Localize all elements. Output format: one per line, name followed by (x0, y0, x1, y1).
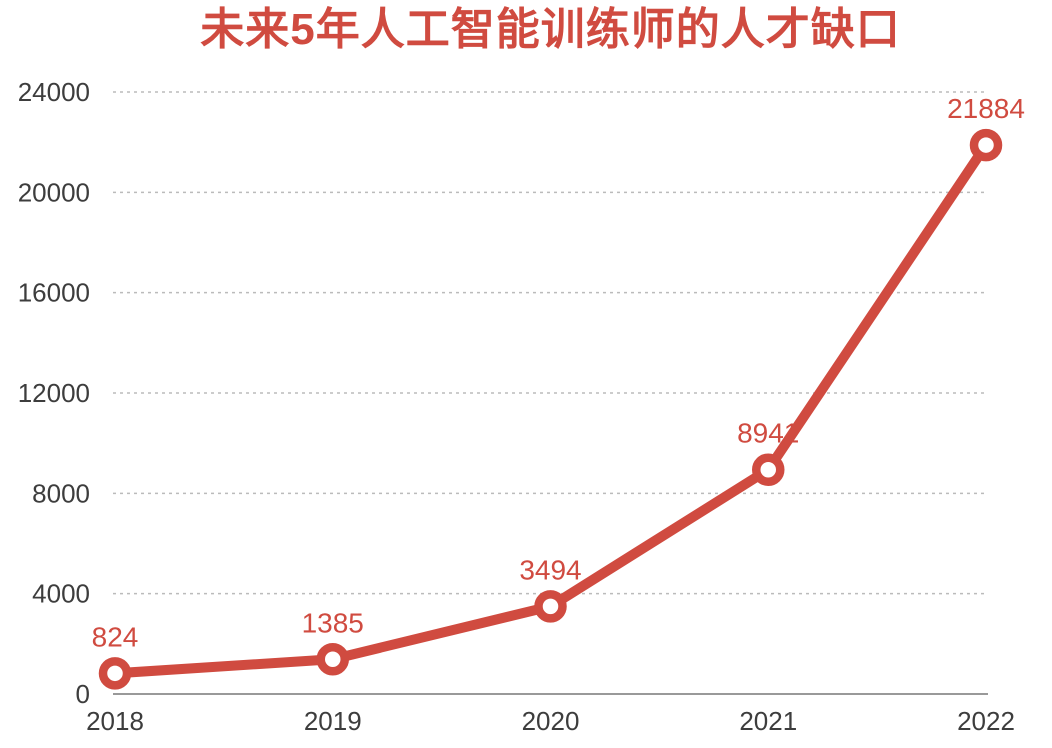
data-point-marker-2018 (98, 657, 132, 690)
y-tick-label-20000: 20000 (18, 177, 90, 207)
point-label-2020: 3494 (519, 554, 581, 585)
data-point-marker-2020 (534, 590, 567, 623)
x-tick-label-2021: 2021 (739, 706, 797, 736)
point-label-2022: 21884 (947, 93, 1025, 124)
data-point-marker-2021 (752, 453, 785, 486)
y-tick-label-4000: 4000 (32, 579, 90, 609)
y-tick-label-16000: 16000 (18, 278, 90, 308)
y-tick-label-8000: 8000 (32, 478, 90, 508)
point-label-2018: 824 (92, 621, 139, 652)
data-point-marker-2022 (969, 128, 1003, 162)
x-tick-label-2018: 2018 (86, 706, 144, 736)
x-tick-label-2022: 2022 (957, 706, 1015, 736)
x-tick-label-2020: 2020 (522, 706, 580, 736)
x-tick-label-2019: 2019 (304, 706, 362, 736)
y-tick-label-24000: 24000 (18, 77, 90, 107)
data-point-marker-2019 (316, 643, 349, 676)
y-tick-label-0: 0 (76, 679, 90, 709)
point-label-2019: 1385 (302, 607, 364, 638)
chart-title: 未来5年人工智能训练师的人才缺口 (200, 5, 901, 54)
y-tick-label-12000: 12000 (18, 378, 90, 408)
